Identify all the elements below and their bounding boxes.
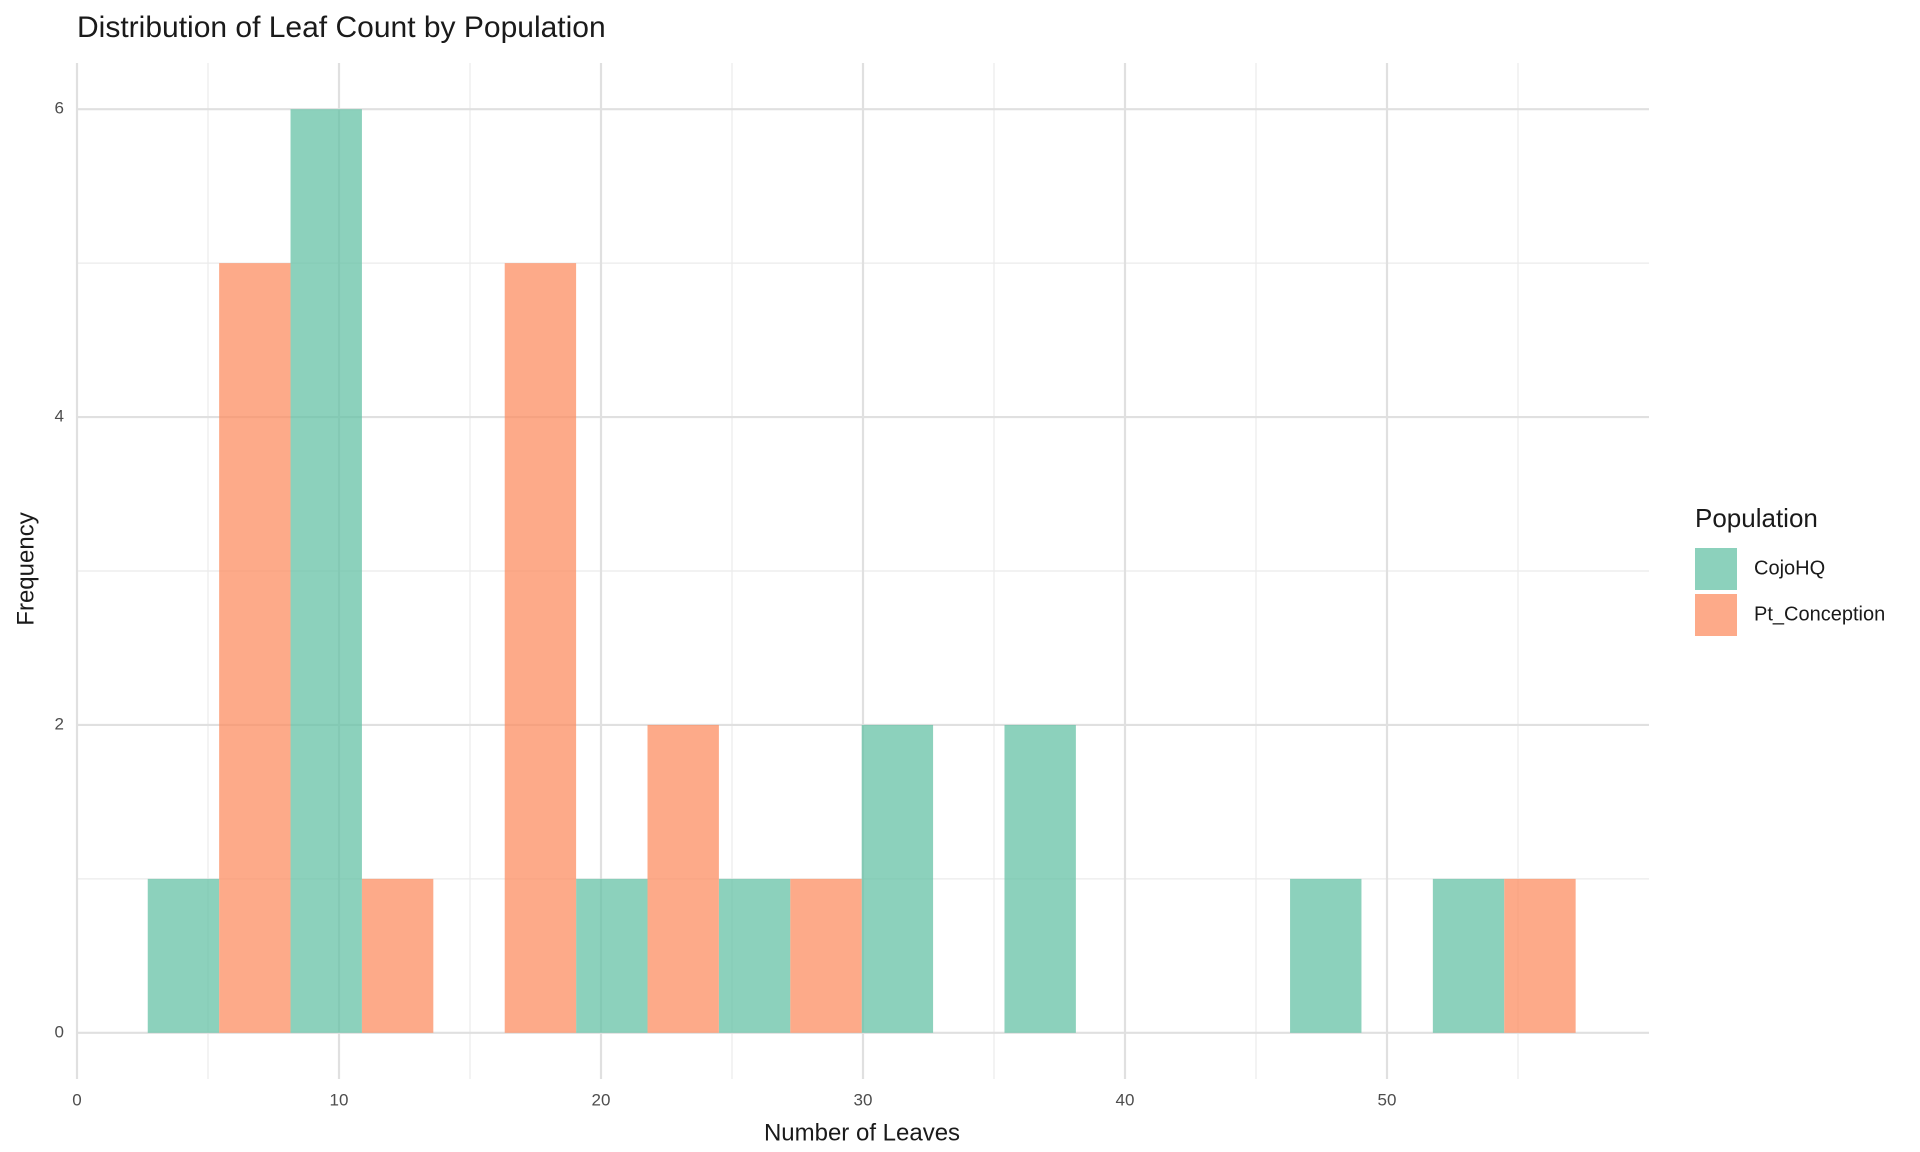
x-tick-label: 20 xyxy=(592,1090,611,1109)
x-axis-title: Number of Leaves xyxy=(764,1119,960,1146)
histogram-bar xyxy=(861,724,934,1033)
chart-title: Distribution of Leaf Count by Population xyxy=(77,11,606,44)
y-tick-label: 6 xyxy=(55,99,64,118)
legend-key xyxy=(1695,548,1737,590)
histogram-bar xyxy=(718,878,791,1033)
legend-label: CojoHQ xyxy=(1754,557,1825,579)
histogram-bar xyxy=(790,878,862,1033)
histogram-bar xyxy=(1004,724,1076,1033)
legend-key xyxy=(1695,594,1737,636)
legend-title: Population xyxy=(1695,503,1818,533)
histogram-bar xyxy=(647,724,719,1033)
histogram-bar xyxy=(290,109,362,1033)
histogram-bar xyxy=(576,878,648,1033)
y-tick-label: 2 xyxy=(55,714,64,733)
histogram-bar xyxy=(219,263,291,1033)
x-tick-label: 10 xyxy=(330,1090,349,1109)
histogram-bar xyxy=(504,263,577,1033)
y-axis-title: Frequency xyxy=(12,512,39,625)
y-tick-label: 0 xyxy=(55,1022,64,1041)
x-tick-label: 0 xyxy=(72,1090,81,1109)
histogram-bar xyxy=(1432,878,1505,1033)
histogram-bar xyxy=(1504,878,1576,1033)
histogram-bar xyxy=(1290,878,1362,1033)
legend-label: Pt_Conception xyxy=(1754,603,1885,625)
y-tick-label: 4 xyxy=(55,407,64,426)
x-tick-label: 50 xyxy=(1378,1090,1397,1109)
histogram-bar xyxy=(361,878,434,1033)
x-tick-label: 30 xyxy=(854,1090,873,1109)
histogram-bar xyxy=(147,878,220,1033)
x-tick-label: 40 xyxy=(1116,1090,1135,1109)
